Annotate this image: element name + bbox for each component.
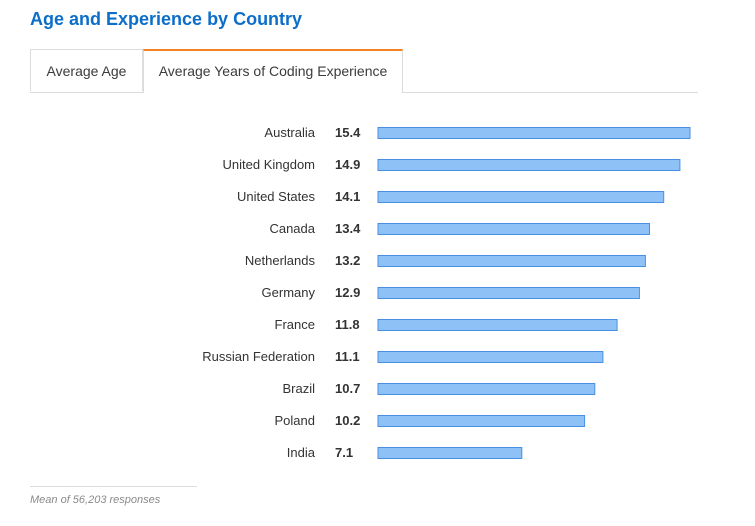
footer-divider <box>30 486 197 487</box>
value-label-india: 7.1 <box>335 445 353 460</box>
value-label-brazil: 10.7 <box>335 381 360 396</box>
bar-poland <box>377 415 586 427</box>
value-label-canada: 13.4 <box>335 221 361 236</box>
category-label-australia: Australia <box>264 125 315 140</box>
tab-bar: Average Age Average Years of Coding Expe… <box>30 49 698 93</box>
bar-india <box>377 447 523 459</box>
value-label-poland: 10.2 <box>335 413 360 428</box>
value-label-netherlands: 13.2 <box>335 253 360 268</box>
category-label-united-states: United States <box>237 189 316 204</box>
category-label-russian-federation: Russian Federation <box>202 349 315 364</box>
value-label-australia: 15.4 <box>335 125 361 140</box>
bar-canada <box>377 223 650 235</box>
category-label-germany: Germany <box>262 285 316 300</box>
tab-average-age[interactable]: Average Age <box>30 49 143 91</box>
bar-australia <box>377 127 691 139</box>
response-count-note: Mean of 56,203 responses <box>30 494 161 506</box>
value-label-united-kingdom: 14.9 <box>335 157 360 172</box>
bar-united-kingdom <box>377 159 681 171</box>
category-label-france: France <box>275 317 315 332</box>
value-label-united-states: 14.1 <box>335 189 360 204</box>
bar-russian-federation <box>377 351 604 363</box>
bar-united-states <box>377 191 665 203</box>
category-label-poland: Poland <box>275 413 315 428</box>
page-title: Age and Experience by Country <box>30 9 303 29</box>
bar-netherlands <box>377 255 646 267</box>
category-label-united-kingdom: United Kingdom <box>223 157 316 172</box>
bar-france <box>377 319 618 331</box>
tab-average-years-coding-experience[interactable]: Average Years of Coding Experience <box>143 49 403 93</box>
value-label-russian-federation: 11.1 <box>335 349 360 364</box>
value-label-germany: 12.9 <box>335 285 360 300</box>
bar-germany <box>377 287 640 299</box>
bar-brazil <box>377 383 596 395</box>
category-label-brazil: Brazil <box>282 381 315 396</box>
value-label-france: 11.8 <box>335 317 360 332</box>
category-label-netherlands: Netherlands <box>245 253 316 268</box>
category-label-canada: Canada <box>269 221 315 236</box>
category-label-india: India <box>287 445 316 460</box>
